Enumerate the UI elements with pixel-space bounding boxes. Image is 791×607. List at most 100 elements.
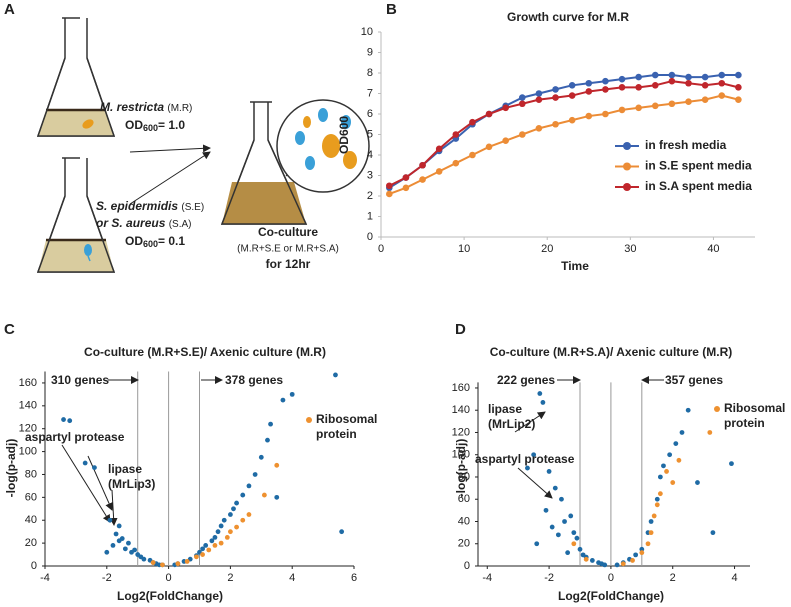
data-point xyxy=(635,73,642,81)
data-point xyxy=(518,94,526,101)
abbr: (S.A) xyxy=(169,219,192,230)
data-point xyxy=(718,79,726,87)
data-point xyxy=(67,418,73,424)
data-point xyxy=(718,92,726,99)
data-point xyxy=(673,441,679,446)
data-point xyxy=(218,540,224,546)
data-point xyxy=(274,494,280,500)
x-tick-label: 0 xyxy=(378,243,384,255)
y-tick-label: 80 xyxy=(458,471,470,483)
data-point xyxy=(268,421,273,427)
data-point xyxy=(485,110,493,118)
data-point xyxy=(469,151,476,159)
data-point xyxy=(535,96,543,103)
data-point xyxy=(132,547,138,553)
data-point xyxy=(618,75,626,83)
data-point xyxy=(710,530,716,536)
data-point xyxy=(252,472,258,477)
data-point xyxy=(651,82,659,89)
data-point xyxy=(200,546,205,552)
x-axis-label: Time xyxy=(561,259,589,273)
annotation: 357 genes xyxy=(665,373,724,387)
culture-label: M. restricta (M.R) xyxy=(100,100,192,114)
x-tick-label: 0 xyxy=(608,572,614,584)
data-point xyxy=(386,182,393,190)
data-point xyxy=(651,513,657,519)
data-point xyxy=(701,82,709,89)
data-point xyxy=(651,71,659,79)
data-point xyxy=(261,492,267,498)
data-point xyxy=(568,92,576,99)
data-point xyxy=(552,86,559,93)
data-point xyxy=(555,532,561,538)
series-line xyxy=(388,74,739,189)
od-label: OD600= 1.0 xyxy=(125,118,185,133)
data-point xyxy=(552,485,558,491)
data-point xyxy=(280,397,286,403)
y-tick-label: 100 xyxy=(452,449,470,461)
y-axis-label: OD600 xyxy=(337,116,351,154)
od-value: = 0.1 xyxy=(158,234,185,248)
data-point xyxy=(685,407,691,413)
data-point xyxy=(729,461,734,467)
data-point xyxy=(110,543,116,548)
x-tick-label: -4 xyxy=(482,572,492,584)
chart-title: Growth curve for M.R xyxy=(507,10,629,24)
od-label: OD600= 0.1 xyxy=(125,234,185,249)
data-point xyxy=(602,77,609,85)
y-axis-label: -log(p-adj) xyxy=(4,439,18,498)
coculture-condition: (M.R+S.E or M.R+S.A) xyxy=(237,244,339,255)
data-point xyxy=(194,554,199,560)
annotation-arrow xyxy=(514,411,546,433)
data-point xyxy=(339,529,345,535)
data-point xyxy=(718,71,726,79)
y-tick-label: 0 xyxy=(367,231,373,243)
data-point xyxy=(585,88,593,95)
y-tick-label: 2 xyxy=(367,190,373,202)
legend-label: Ribosomal protein xyxy=(316,412,378,441)
legend-label: in fresh media xyxy=(645,138,727,152)
data-point xyxy=(657,491,663,497)
data-point xyxy=(224,534,230,540)
x-tick-label: 20 xyxy=(541,243,553,255)
legend-marker xyxy=(623,142,631,150)
data-point xyxy=(546,469,552,474)
data-point xyxy=(735,96,742,103)
data-point xyxy=(571,541,577,547)
y-tick-label: 40 xyxy=(25,514,37,526)
x-tick-label: -2 xyxy=(544,572,554,584)
coculture-duration: for 12hr xyxy=(266,257,311,271)
data-point xyxy=(668,100,676,108)
y-tick-label: 20 xyxy=(25,537,37,549)
data-point xyxy=(620,561,626,567)
data-point xyxy=(333,372,338,378)
chart-title: Co-culture (M.R+S.A)/ Axenic culture (M.… xyxy=(490,345,733,359)
data-point xyxy=(552,94,559,101)
annotation-arrow xyxy=(61,444,111,523)
legend-marker xyxy=(623,162,631,171)
data-point xyxy=(562,519,567,524)
data-point xyxy=(585,112,593,120)
y-tick-label: 10 xyxy=(361,26,373,38)
data-point xyxy=(203,543,209,548)
data-point xyxy=(221,517,227,523)
data-point xyxy=(525,465,530,471)
panel-label: B xyxy=(386,1,397,18)
data-point xyxy=(568,116,576,124)
data-point xyxy=(735,71,742,79)
annotation: lipase (MrLip2) xyxy=(488,402,536,431)
data-point xyxy=(386,190,393,198)
species: S. aureus xyxy=(111,216,165,230)
data-point xyxy=(274,462,280,468)
y-tick-label: 0 xyxy=(464,560,470,572)
x-tick-label: 10 xyxy=(458,243,470,255)
data-point xyxy=(685,73,692,81)
y-tick-label: 5 xyxy=(367,128,373,140)
x-tick-label: 4 xyxy=(731,572,737,584)
y-tick-label: 160 xyxy=(19,377,37,389)
od: OD xyxy=(125,118,143,132)
data-point xyxy=(212,543,218,548)
legend-label: in S.A spent media xyxy=(645,179,752,193)
y-tick-label: 100 xyxy=(19,445,37,457)
